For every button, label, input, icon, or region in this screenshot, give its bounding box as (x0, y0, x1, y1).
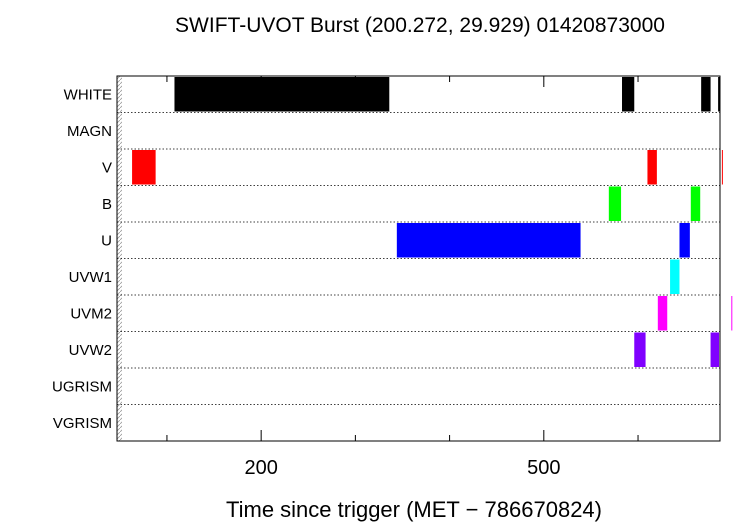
category-label-v: V (102, 159, 112, 176)
category-label-uvm2: UVM2 (70, 305, 112, 322)
bar-b-1 (690, 186, 701, 221)
bar-v-1 (647, 150, 657, 185)
category-label-u: U (101, 232, 112, 249)
bar-white-2 (701, 77, 711, 112)
bar-uvw2-1 (710, 332, 720, 367)
x-tick-labels: 200 500 (244, 457, 560, 479)
category-label-vgrism: VGRISM (53, 415, 112, 432)
category-label-ugrism: UGRISM (52, 378, 112, 395)
bar-white-1 (622, 77, 635, 112)
exposure-bars (132, 77, 733, 367)
category-label-white: WHITE (64, 86, 112, 103)
x-axis-ticks (166, 76, 639, 441)
x-axis-title: Time since trigger (MET − 786670824) (226, 497, 602, 522)
bar-u-0 (396, 223, 581, 258)
bar-b-0 (608, 186, 622, 221)
bar-uvw1-0 (670, 259, 680, 294)
hatch-strip (117, 76, 122, 441)
bar-uvm2-1 (731, 296, 733, 331)
row-separators (117, 112, 720, 405)
x-tick-label: 200 (244, 457, 277, 479)
bar-v-2 (721, 150, 723, 185)
category-label-uvw1: UVW1 (69, 269, 112, 286)
bar-white-0 (174, 77, 390, 112)
bar-white-3 (718, 77, 720, 112)
plot-frame (116, 75, 721, 442)
category-label-magn: MAGN (67, 123, 112, 140)
bar-uvm2-0 (657, 296, 668, 331)
bar-v-0 (132, 150, 156, 185)
category-label-b: B (102, 196, 112, 213)
category-labels: WHITE MAGN V B U UVW1 UVM2 UVW2 UGRISM VGRISM (52, 86, 112, 432)
bar-uvw2-0 (634, 332, 646, 367)
chart-title: SWIFT-UVOT Burst (200.272, 29.929) 01420… (175, 14, 665, 37)
bar-u-1 (679, 223, 690, 258)
x-tick-label: 500 (527, 457, 560, 479)
category-label-uvw2: UVW2 (69, 342, 112, 359)
